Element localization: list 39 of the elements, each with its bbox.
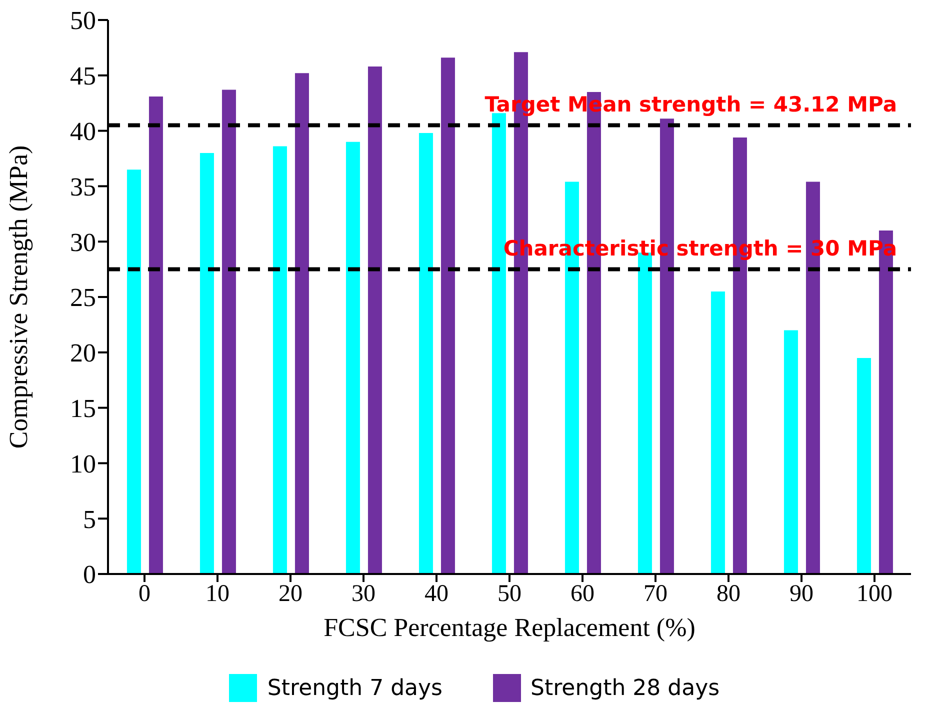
- bar: [710, 291, 725, 574]
- x-tick-label: 100: [856, 581, 892, 608]
- bar: [440, 58, 455, 574]
- bar: [418, 133, 433, 574]
- x-axis-title: FCSC Percentage Replacement (%): [324, 613, 696, 642]
- y-tick-label: 40: [70, 117, 96, 146]
- y-tick-label: 0: [83, 560, 96, 590]
- legend-label: Strength 28 days: [530, 676, 720, 700]
- y-tick-label: 50: [70, 6, 96, 36]
- bar: [200, 152, 214, 574]
- x-tick-label: 0: [138, 581, 150, 608]
- x-tick-label: 50: [498, 581, 522, 608]
- y-tick-label: 5: [83, 504, 96, 534]
- bar: [222, 90, 236, 574]
- y-tick-label: 30: [70, 228, 96, 257]
- x-tick-label: 90: [790, 581, 814, 608]
- y-tick-label: 15: [70, 394, 96, 424]
- legend-label: Strength 7 days: [267, 676, 442, 700]
- bar: [126, 170, 141, 574]
- bar: [346, 142, 360, 574]
- x-tick-label: 40: [424, 581, 448, 608]
- bar: [856, 358, 871, 574]
- x-tick-label: 60: [570, 581, 594, 608]
- bar: [148, 96, 163, 574]
- bar: [368, 66, 382, 574]
- x-tick-label: 70: [644, 581, 668, 608]
- x-tick-label: 20: [278, 581, 302, 608]
- y-tick-label: 20: [70, 338, 96, 368]
- y-tick-label: 25: [70, 283, 96, 312]
- bar: [784, 330, 798, 574]
- x-tick-label: 30: [352, 581, 376, 608]
- bar: [294, 73, 309, 574]
- y-tick-label: 35: [70, 172, 96, 202]
- y-tick-label: 45: [70, 62, 96, 91]
- bar: [272, 146, 287, 574]
- y-axis-title: Compressive Strength (MPa): [4, 145, 34, 449]
- x-tick-label: 80: [716, 581, 740, 608]
- x-tick-label: 10: [206, 581, 230, 608]
- y-tick-label: 10: [70, 449, 96, 478]
